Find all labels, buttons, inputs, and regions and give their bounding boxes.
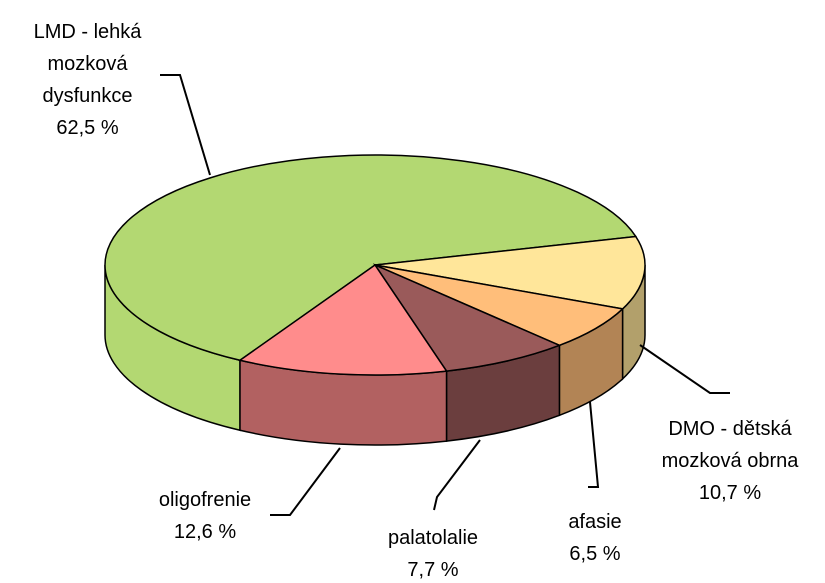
value-label: 12,6 % [173,521,237,543]
slice-label: oligofrenie 12,6 % [135,484,275,548]
leader-line [160,74,211,176]
slice [372,263,562,372]
category-label: afasie [568,511,622,533]
slice [374,235,646,310]
category-label: oligofrenie [158,489,252,511]
slice-label: palatolalie 7,7 % [363,522,503,583]
slice-side-shade [559,308,623,416]
value-label: 6,5 % [569,543,621,565]
leader-line [588,401,600,488]
slice [374,264,625,347]
leader-line [270,447,341,516]
value-label: 62,5 % [56,117,119,139]
leader-line [433,439,481,511]
slice-side-shade [240,360,447,445]
category-label: LMD - lehká mozková dysfunkce [33,21,142,107]
slice-side-shade [446,345,560,442]
leader-line [639,344,730,394]
slice-label: afasie 6,5 % [545,506,645,570]
slice-label: LMD - lehká mozková dysfunkce 62,5 % [0,16,175,144]
category-label: DMO - dětská mozková obrna [661,418,799,472]
leaders [160,74,730,516]
slice-side-shade [622,265,645,379]
slice [238,263,448,376]
slice-label: DMO - dětská mozková obrna 10,7 % [635,413,825,509]
slices [104,154,646,446]
slice [104,154,638,362]
category-label: palatolalie [387,527,479,549]
value-label: 10,7 % [698,482,762,504]
value-label: 7,7 % [407,559,459,581]
